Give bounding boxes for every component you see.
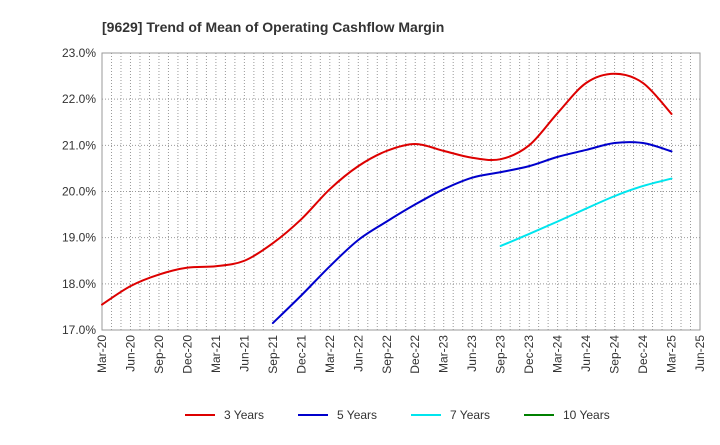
x-tick-label: Sep-22 [380,335,394,374]
x-tick-label: Sep-20 [152,335,166,374]
y-tick-label: 20.0% [62,185,96,199]
x-tick-label: Jun-20 [123,335,137,372]
x-tick-label: Jun-24 [579,335,593,372]
x-tick-label: Dec-22 [408,335,422,374]
series-line-5-years [271,141,673,325]
x-tick-label: Dec-21 [294,335,308,374]
x-tick-label: Mar-25 [665,335,679,373]
x-tick-label: Jun-21 [237,335,251,372]
grid [101,52,701,331]
x-tick-label: Sep-21 [266,335,280,374]
x-tick-label: Jun-22 [351,335,365,372]
x-tick-label: Sep-23 [494,335,508,374]
legend-label-5-years: 5 Years [337,408,377,422]
y-tick-label: 17.0% [62,323,96,337]
x-tick-label: Jun-25 [693,335,707,372]
y-tick-label: 23.0% [62,46,96,60]
legend-label-7-years: 7 Years [450,408,490,422]
series-lines [101,72,673,325]
x-tick-label: Jun-23 [465,335,479,372]
legend-label-3-years: 3 Years [224,408,264,422]
y-tick-label: 22.0% [62,92,96,106]
plot-frame [101,52,701,331]
series-line-3-years [101,72,673,306]
x-tick-label: Dec-24 [636,335,650,374]
x-tick-label: Dec-20 [180,335,194,374]
y-tick-label: 18.0% [62,277,96,291]
series-line-7-years [499,177,673,247]
axes: 17.0% 18.0% 19.0% 20.0% 21.0% 22.0% 23.0% Mar-2… [62,46,707,374]
x-tick-label: Mar-22 [323,335,337,373]
x-tick-label: Mar-20 [95,335,109,373]
x-tick-label: Mar-23 [437,335,451,373]
legend-label-10-years: 10 Years [563,408,610,422]
x-tick-label: Sep-24 [608,335,622,374]
chart-title: [9629] Trend of Mean of Operating Cashfl… [102,19,444,35]
y-tick-label: 19.0% [62,231,96,245]
y-tick-label: 21.0% [62,138,96,152]
x-tick-label: Dec-23 [522,335,536,374]
legend: 3 Years 5 Years 7 Years 10 Years [185,408,610,422]
x-tick-label: Mar-21 [209,335,223,373]
x-tick-label: Mar-24 [551,335,565,373]
